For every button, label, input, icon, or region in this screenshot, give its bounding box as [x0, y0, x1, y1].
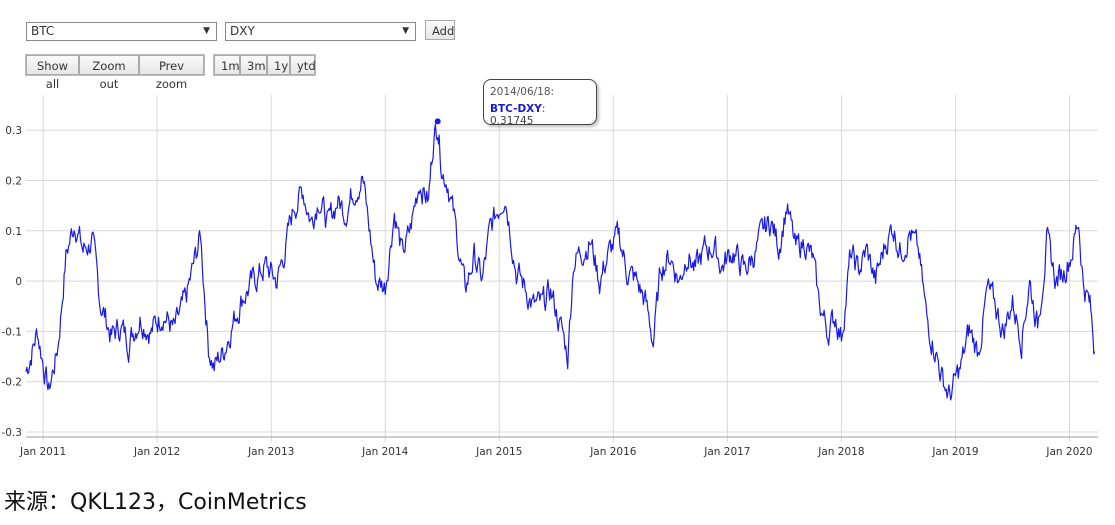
tooltip-value: : 0.31745: [490, 103, 546, 127]
add-button[interactable]: Add: [425, 20, 455, 40]
y-tick-label: 0.1: [5, 226, 22, 238]
line-chart[interactable]: 0.30.20.10-0.1-0.2-0.3 Jan 2011 Jan 2012 J…: [0, 90, 1115, 465]
range-ytd-button[interactable]: ytd: [290, 55, 316, 75]
range-1m-button[interactable]: 1m: [214, 55, 240, 75]
source-caption: 来源：QKL123，CoinMetrics: [4, 490, 307, 515]
range-1y-button[interactable]: 1y: [267, 55, 290, 75]
y-axis-ticks: 0.3 0.2 0.1 0 -0.1 -0.2 -0.3: [2, 125, 23, 439]
x-tick-label: Jan 2015: [475, 446, 522, 458]
series1-value: BTC: [31, 24, 55, 38]
x-tick-label: Jan 2016: [589, 446, 637, 458]
x-tick-label: Jan 2013: [247, 446, 294, 458]
highlight-point[interactable]: [434, 118, 441, 125]
x-tick-label: Jan 2019: [931, 446, 978, 458]
y-tick-label: -0.3: [2, 427, 23, 439]
y-tick-label: 0: [15, 276, 22, 288]
y-tick-label: 0.3: [5, 125, 22, 137]
zoom-out-button[interactable]: Zoom out: [79, 55, 139, 91]
x-tick-label: Jan 2017: [703, 446, 750, 458]
prev-zoom-button[interactable]: Prev zoom: [139, 55, 204, 91]
series2-select[interactable]: DXY ▼: [225, 22, 416, 41]
grid-lines: [26, 95, 1098, 442]
series-line-BTC-DXY: [25, 123, 1096, 401]
series1-select[interactable]: BTC ▼: [26, 22, 217, 41]
tooltip: 2014/06/18: BTC-DXY: 0.31745: [483, 79, 597, 127]
dropdown-arrow-icon: ▼: [203, 26, 210, 36]
x-tick-label: Jan 2014: [361, 446, 409, 458]
x-tick-label: Jan 2011: [19, 446, 66, 458]
show-all-button[interactable]: Show all: [26, 55, 79, 91]
series2-value: DXY: [230, 24, 255, 38]
x-axis-ticks: Jan 2011 Jan 2012 Jan 2013 Jan 2014 Jan 2015…: [19, 446, 1093, 458]
x-tick-label: Jan 2012: [133, 446, 180, 458]
range-3m-button[interactable]: 3m: [240, 55, 267, 75]
y-tick-label: -0.1: [2, 326, 23, 338]
x-tick-label: Jan 2018: [817, 446, 864, 458]
tooltip-row: BTC-DXY: 0.31745: [490, 103, 590, 127]
dropdown-arrow-icon: ▼: [402, 26, 409, 36]
y-tick-label: -0.2: [2, 377, 23, 389]
x-tick-label: Jan 2020: [1045, 446, 1092, 458]
series-layer: [25, 123, 1096, 401]
y-tick-label: 0.2: [5, 176, 22, 188]
tooltip-date: 2014/06/18:: [490, 86, 555, 98]
tooltip-series-name: BTC-DXY: [490, 103, 542, 115]
